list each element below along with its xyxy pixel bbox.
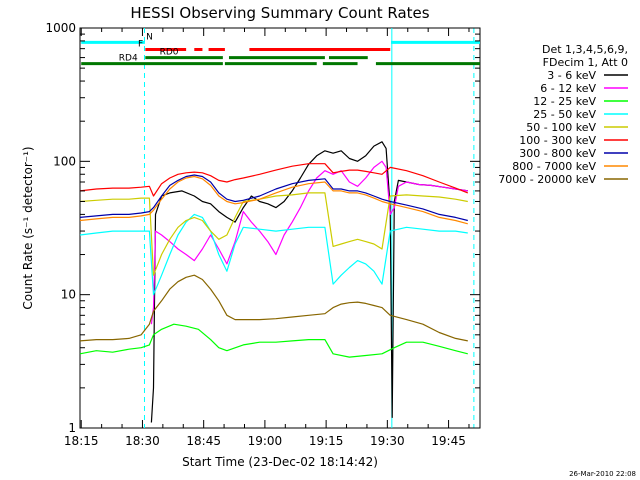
legend-label-7: 300 - 800 keV — [519, 147, 596, 160]
legend-header-line-1: Det 1,3,4,5,6,9, — [542, 43, 628, 56]
state-label-1: N — [146, 32, 153, 42]
state-label-3: RD0 — [160, 48, 179, 58]
x-tick-label-5: 19:15 — [309, 434, 344, 448]
vertical-markers — [143, 28, 475, 428]
x-tick-label-2: 18:30 — [125, 434, 160, 448]
chart-title: HESSI Observing Summary Count Rates — [130, 4, 429, 22]
series-line-8 — [79, 175, 468, 225]
x-tick-label-1: 18:15 — [64, 434, 99, 448]
y-tick-label-2: 10 — [61, 288, 76, 302]
y-axis-label: Count Rate (s⁻¹ detector⁻¹) — [21, 146, 35, 309]
x-tick-label-3: 18:45 — [186, 434, 221, 448]
plot-frame — [79, 27, 481, 429]
legend-label-1: 3 - 6 keV — [547, 69, 596, 82]
legend-label-2: 6 - 12 keV — [540, 82, 596, 95]
legend-label-6: 100 - 300 keV — [519, 134, 596, 147]
y-tick-label-3: 100 — [53, 154, 76, 168]
legend-label-3: 12 - 25 keV — [533, 95, 596, 108]
legend-label-9: 7000 - 20000 keV — [498, 173, 596, 186]
state-label-4: RD4 — [119, 54, 138, 64]
y-tick-label-1: 1 — [68, 421, 76, 435]
series-line-4 — [79, 213, 468, 296]
x-tick-label-6: 19:30 — [370, 434, 405, 448]
legend: Det 1,3,4,5,6,9, FDecim 1, Att 0 3 - 6 k… — [498, 43, 628, 186]
axis-ticks: 18:15 18:30 18:45 19:00 19:15 19:30 19:45 1 10 10… — [45, 21, 480, 448]
legend-label-8: 800 - 7000 keV — [512, 160, 596, 173]
y-tick-label-4: 1000 — [45, 21, 76, 35]
legend-label-5: 50 - 100 keV — [526, 121, 596, 134]
legend-label-4: 25 - 50 keV — [533, 108, 596, 121]
observing-states-layer: NF RD0 RD4 — [81, 32, 480, 66]
series-line-7 — [79, 174, 468, 222]
series-line-3 — [79, 323, 468, 358]
x-tick-label-7: 19:45 — [431, 434, 466, 448]
footer-stamp: 26-Mar-2010 22:08 — [569, 470, 636, 478]
series-line-2 — [150, 160, 468, 325]
series-line-6 — [79, 163, 469, 197]
x-axis-label: Start Time (23-Dec-02 18:14:42) — [182, 455, 378, 469]
series-line-9 — [79, 274, 468, 342]
state-label-2: F — [138, 39, 143, 49]
x-tick-label-4: 19:00 — [248, 434, 283, 448]
legend-header-line-2: FDecim 1, Att 0 — [543, 56, 628, 69]
series-layer — [79, 141, 469, 423]
